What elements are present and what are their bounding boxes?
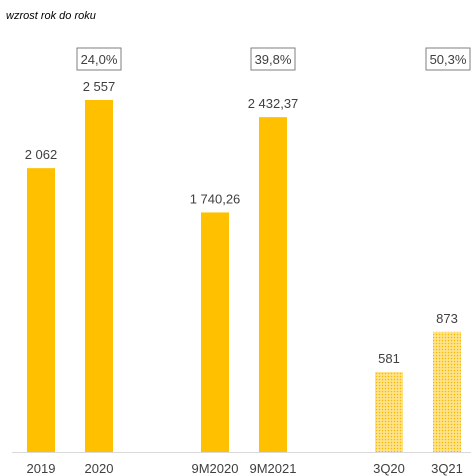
data-label-9m2021: 2 432,37 xyxy=(248,96,299,111)
data-label-9m2020: 1 740,26 xyxy=(190,191,241,206)
data-label-2019: 2 062 xyxy=(25,147,58,162)
growth-box-1 xyxy=(76,47,122,71)
growth-box-3 xyxy=(425,47,471,71)
data-label-3q20: 581 xyxy=(378,351,400,366)
growth-label-3: 50,3% xyxy=(430,52,467,67)
bar-2020 xyxy=(85,100,113,452)
bar-9m2020 xyxy=(201,212,229,452)
x-tick-label-3q20: 3Q20 xyxy=(373,461,405,476)
bar-3q20 xyxy=(375,372,403,452)
bar-2019 xyxy=(27,168,55,453)
growth-label-1: 24,0% xyxy=(81,52,118,67)
chart-subtitle: wzrost rok do roku xyxy=(6,10,96,22)
data-label-3q21: 873 xyxy=(436,311,458,326)
x-tick-label-9m2020: 9M2020 xyxy=(192,461,239,476)
growth-box-2 xyxy=(250,47,296,71)
bar-3q21 xyxy=(433,331,461,452)
x-tick-label-9m2021: 9M2021 xyxy=(250,461,297,476)
x-tick-label-3q21: 3Q21 xyxy=(431,461,463,476)
x-tick-label-2020: 2020 xyxy=(85,461,114,476)
growth-label-2: 39,8% xyxy=(255,52,292,67)
data-label-2020: 2 557 xyxy=(83,79,116,94)
x-tick-label-2019: 2019 xyxy=(27,461,56,476)
bar-9m2021 xyxy=(259,117,287,452)
